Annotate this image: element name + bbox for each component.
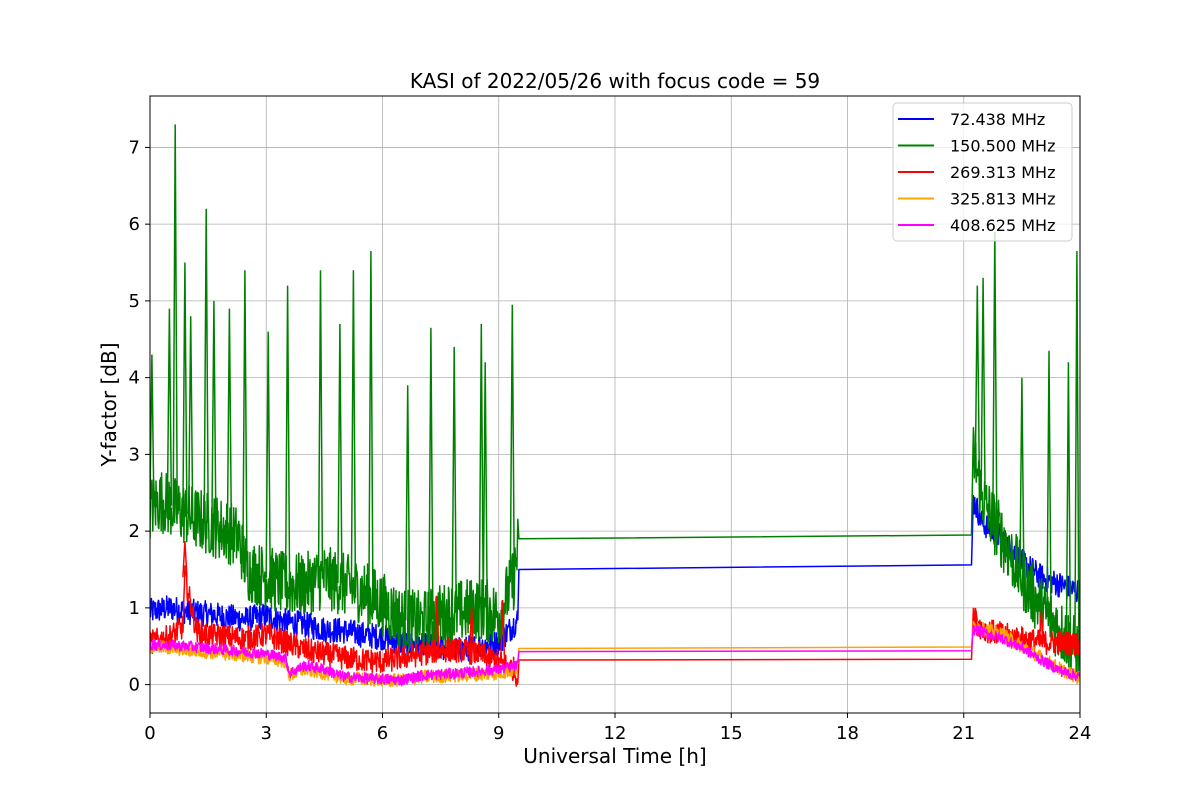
x-tick-label: 21 [952, 723, 975, 744]
series-spike-1 [1019, 377, 1025, 578]
y-tick-label: 3 [129, 444, 140, 465]
series-spike-2 [1038, 611, 1045, 643]
series-spike-1 [172, 124, 178, 510]
series-spike-1 [211, 300, 217, 526]
series-spike-1 [166, 308, 173, 506]
series-spike-1 [150, 354, 155, 507]
y-tick-label: 1 [129, 598, 140, 619]
x-tick-label: 18 [836, 723, 859, 744]
x-tick-label: 6 [377, 723, 388, 744]
series-spike-1 [482, 362, 488, 611]
legend-label: 269.313 MHz [950, 163, 1055, 182]
series-spike-1 [368, 250, 374, 598]
x-tick-label: 3 [261, 723, 272, 744]
y-tick-label: 5 [129, 291, 140, 312]
series-spike-1 [1074, 250, 1080, 651]
x-tick-label: 12 [604, 723, 627, 744]
legend-label: 72.438 MHz [950, 110, 1045, 129]
series-spike-1 [226, 308, 233, 533]
legend-label: 408.625 MHz [950, 216, 1055, 235]
series-spike-1 [242, 270, 248, 562]
series-spike-1 [1046, 350, 1052, 618]
series-spike-1 [980, 277, 986, 501]
y-tick-label: 4 [129, 368, 140, 389]
legend-box [892, 102, 1073, 242]
legend-label: 150.500 MHz [950, 137, 1055, 156]
series-spike-1 [509, 304, 516, 583]
y-tick-label: 2 [129, 521, 140, 542]
series-line-1 [150, 426, 1080, 680]
x-tick-label: 24 [1069, 723, 1092, 744]
x-tick-label: 9 [493, 723, 504, 744]
legend: 72.438 MHz 150.500 MHz 269.313 MHz 325.813 … [892, 102, 1073, 242]
series-spike-1 [284, 285, 291, 585]
series-spike-2 [434, 596, 440, 651]
series-spike-1 [350, 270, 357, 589]
series-spike-1 [317, 270, 324, 579]
series-spike-2 [499, 600, 506, 664]
x-tick-label: 15 [720, 723, 743, 744]
series-spike-2 [468, 607, 475, 653]
y-tick-label: 6 [129, 214, 140, 235]
series-spike-1 [428, 327, 434, 620]
series-spike-1 [337, 323, 343, 584]
series-spike-1 [451, 346, 457, 613]
legend-label: 325.813 MHz [950, 190, 1055, 209]
series-spike-2 [972, 607, 979, 622]
series-layer [150, 124, 1080, 687]
chart-title: KASI of 2022/05/26 with focus code = 59 [410, 69, 820, 93]
x-tick-label: 0 [144, 723, 155, 744]
series-spike-1 [974, 285, 981, 473]
y-tick-label: 7 [129, 137, 140, 158]
series-spike-1 [182, 262, 188, 514]
series-spike-1 [1065, 362, 1072, 641]
series-line-4 [150, 624, 1080, 686]
series-spike-1 [404, 385, 411, 621]
series-spike-1 [203, 208, 209, 523]
series-spike-1 [478, 323, 485, 609]
y-tick-label: 0 [129, 675, 140, 696]
series-spike-2 [182, 541, 188, 578]
series-spike-1 [265, 331, 271, 578]
series-spike-1 [187, 316, 194, 517]
y-axis-label: Y-factor [dB] [97, 342, 121, 467]
x-axis-label: Universal Time [h] [523, 744, 706, 768]
